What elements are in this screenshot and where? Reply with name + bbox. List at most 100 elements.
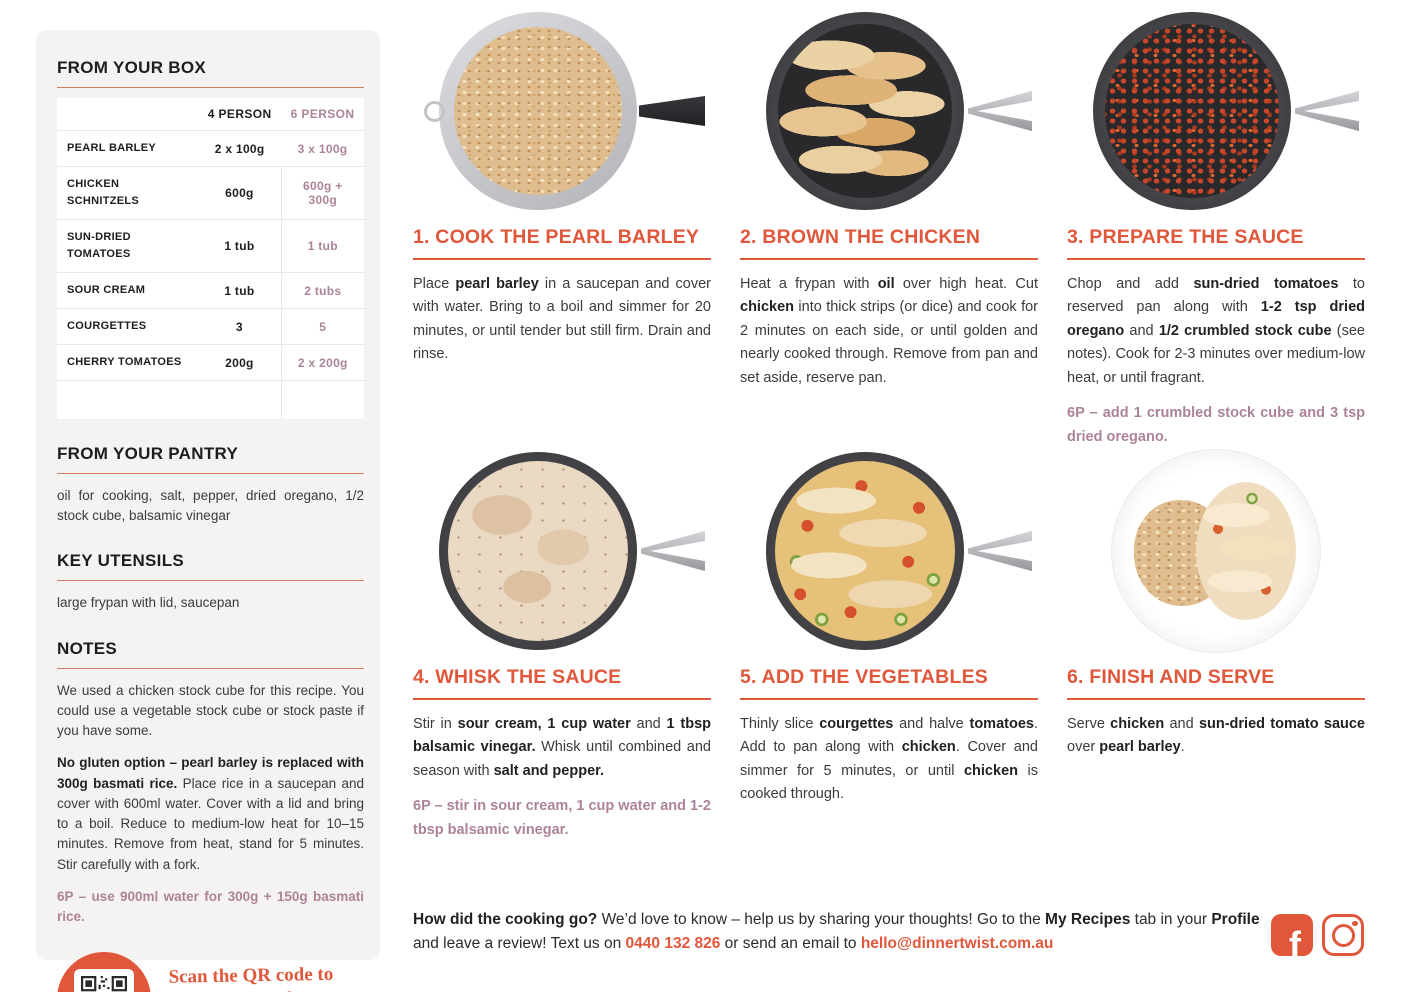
photo-creamy-sauce bbox=[413, 448, 711, 654]
step-2-body: Heat a frypan with oil over high heat. C… bbox=[740, 273, 1038, 390]
text-segment: Place bbox=[413, 276, 456, 292]
pan-handle bbox=[641, 530, 705, 572]
utensils-items: large frypan with lid, saucepan bbox=[57, 595, 240, 611]
sidebar: FROM YOUR BOX 4 PERSON 6 PERSON PEARL BA… bbox=[36, 30, 380, 992]
text-segment: oil bbox=[877, 276, 895, 292]
text-segment: in a saucepan and cover with water. Brin… bbox=[413, 276, 711, 363]
text-segment: . Add to pan along with bbox=[740, 716, 1038, 756]
facebook-icon[interactable]: f bbox=[1271, 914, 1313, 956]
step-1: 1. COOK THE PEARL BARLEY Place pearl bar… bbox=[413, 8, 711, 449]
text-segment: We’d love to know – help us by sharing y… bbox=[597, 911, 1046, 928]
ingredient-name: CHICKEN SCHNITZELS bbox=[57, 166, 199, 221]
text-segment: Whisk until combined and season with bbox=[413, 739, 711, 779]
notes-paragraph-1: We used a chicken stock cube for this re… bbox=[57, 681, 364, 742]
ingredient-name: PEARL BARLEY bbox=[57, 130, 199, 168]
text-segment: No gluten option – pearl barley is repla… bbox=[57, 755, 364, 791]
text-segment: over high heat. Cut bbox=[894, 276, 1038, 292]
text-segment: chicken bbox=[901, 739, 956, 756]
frypan-illustration bbox=[766, 452, 964, 650]
instagram-icon[interactable] bbox=[1322, 914, 1364, 956]
cream-sauce-fill bbox=[448, 461, 628, 641]
text-segment: (see notes). Cook for 2-3 minutes over m… bbox=[1067, 322, 1365, 386]
text-segment: and bbox=[630, 716, 667, 732]
key-utensils-section: KEY UTENSILS large frypan with lid, sauc… bbox=[57, 551, 364, 613]
pantry-items: oil for cooking, salt, pepper, dried ore… bbox=[57, 487, 364, 524]
text-segment: tab in your bbox=[1130, 911, 1212, 928]
text-segment: Chop and add bbox=[1067, 276, 1194, 292]
empty-cell bbox=[198, 381, 281, 419]
text-segment: My Recipes bbox=[1045, 911, 1131, 928]
text-segment: or send an email to bbox=[720, 935, 861, 953]
text-segment: Heat a frypan with bbox=[740, 276, 878, 292]
step-5: 5. ADD THE VEGETABLES Thinly slice courg… bbox=[740, 448, 1038, 842]
text-segment: into thick strips (or dice) and cook for… bbox=[740, 299, 1038, 386]
table-row: PEARL BARLEY 2 x 100g 3 x 100g bbox=[57, 130, 364, 168]
steps-row-1: 1. COOK THE PEARL BARLEY Place pearl bar… bbox=[413, 8, 1365, 449]
qty-6-person: 2 x 200g bbox=[280, 344, 364, 382]
text-segment: and leave a review! Text us on bbox=[413, 935, 626, 953]
text-segment: chicken bbox=[963, 762, 1018, 779]
notes-6p-line: 6P – use 900ml water for 300g + 150g bas… bbox=[57, 888, 364, 925]
footer-text: How did the cooking go? We’d love to kno… bbox=[413, 908, 1261, 957]
text-segment: sour cream, 1 cup water bbox=[457, 716, 631, 732]
step-4-6p-note: 6P – stir in sour cream, 1 cup water and… bbox=[413, 798, 711, 838]
step-3: 3. PREPARE THE SAUCE Chop and add sun-dr… bbox=[1067, 8, 1365, 449]
step-5-title: 5. ADD THE VEGETABLES bbox=[740, 666, 1038, 700]
from-your-box-section: FROM YOUR BOX 4 PERSON 6 PERSON PEARL BA… bbox=[57, 58, 364, 419]
step-4: 4. WHISK THE SAUCE Stir in sour cream, 1… bbox=[413, 448, 711, 842]
phone-link[interactable]: 0440 132 826 bbox=[625, 935, 721, 953]
chicken-sauce-serving bbox=[1196, 482, 1296, 620]
frypan-illustration bbox=[1093, 12, 1291, 210]
text-segment: courgettes bbox=[819, 716, 894, 732]
photo-vegetables-pan bbox=[740, 448, 1038, 654]
vegetables-fill bbox=[775, 461, 955, 641]
notes-section: NOTES We used a chicken stock cube for t… bbox=[57, 639, 364, 928]
qr-code bbox=[57, 952, 151, 992]
text-segment: . bbox=[1180, 739, 1185, 756]
email-link[interactable]: hello@dinnertwist.com.au bbox=[860, 935, 1054, 953]
qty-6-person: 1 tub bbox=[280, 219, 364, 274]
text-segment: pearl barley bbox=[1099, 739, 1181, 756]
from-your-box-title: FROM YOUR BOX bbox=[57, 58, 364, 88]
frypan-illustration bbox=[439, 452, 637, 650]
text-segment: Stir in bbox=[413, 716, 458, 732]
col-4-person: 4 PERSON bbox=[198, 98, 282, 131]
step-1-body: Place pearl barley in a saucepan and cov… bbox=[413, 273, 711, 367]
step-4-title: 4. WHISK THE SAUCE bbox=[413, 666, 711, 700]
qty-4-person: 3 bbox=[198, 308, 282, 346]
text-segment: and halve bbox=[893, 716, 970, 732]
text-segment: to reserved pan along with bbox=[1067, 276, 1365, 316]
table-header-row: 4 PERSON 6 PERSON bbox=[57, 98, 364, 131]
text-segment: is cooked through. bbox=[740, 762, 1038, 803]
text-segment: tomatoes bbox=[969, 716, 1034, 732]
photo-sun-dried-tomatoes bbox=[1067, 8, 1365, 214]
empty-cell bbox=[57, 381, 198, 419]
qty-4-person: 1 tub bbox=[198, 219, 282, 274]
step-3-6p-note: 6P – add 1 crumbled stock cube and 3 tsp… bbox=[1067, 405, 1365, 445]
step-1-title: 1. COOK THE PEARL BARLEY bbox=[413, 226, 711, 260]
table-row: CHERRY TOMATOES 200g 2 x 200g bbox=[57, 344, 364, 382]
text-segment: How did the cooking go? bbox=[413, 911, 598, 928]
table-row: SUN-DRIED TOMATOES 1 tub 1 tub bbox=[57, 219, 364, 274]
text-segment: pearl barley bbox=[455, 276, 539, 292]
saucepan-illustration bbox=[424, 12, 637, 210]
step-6-title: 6. FINISH AND SERVE bbox=[1067, 666, 1365, 700]
from-your-pantry-section: FROM YOUR PANTRY oil for cooking, salt, … bbox=[57, 444, 364, 527]
text-segment: Serve bbox=[1067, 716, 1111, 732]
step-6-body: Serve chicken and sun-dried tomato sauce… bbox=[1067, 713, 1365, 760]
text-segment: and bbox=[1164, 716, 1199, 732]
ingredients-table: 4 PERSON 6 PERSON PEARL BARLEY 2 x 100g 3 … bbox=[57, 98, 364, 419]
step-6: 6. FINISH AND SERVE Serve chicken and su… bbox=[1067, 448, 1365, 842]
qty-6-person: 600g + 300g bbox=[280, 166, 364, 221]
sun-dried-tomato-fill bbox=[1105, 24, 1279, 198]
footer-note: How did the cooking go? We’d love to kno… bbox=[413, 908, 1261, 957]
text-segment: salt and pepper. bbox=[493, 762, 605, 779]
text-segment: over bbox=[1067, 739, 1100, 756]
from-your-pantry-title: FROM YOUR PANTRY bbox=[57, 444, 364, 474]
text-segment: and bbox=[1124, 322, 1159, 339]
pearl-barley-fill bbox=[454, 27, 622, 195]
qty-4-person: 200g bbox=[198, 344, 282, 382]
qty-6-person: 5 bbox=[280, 308, 364, 346]
notes-paragraph-2: No gluten option – pearl barley is repla… bbox=[57, 753, 364, 875]
